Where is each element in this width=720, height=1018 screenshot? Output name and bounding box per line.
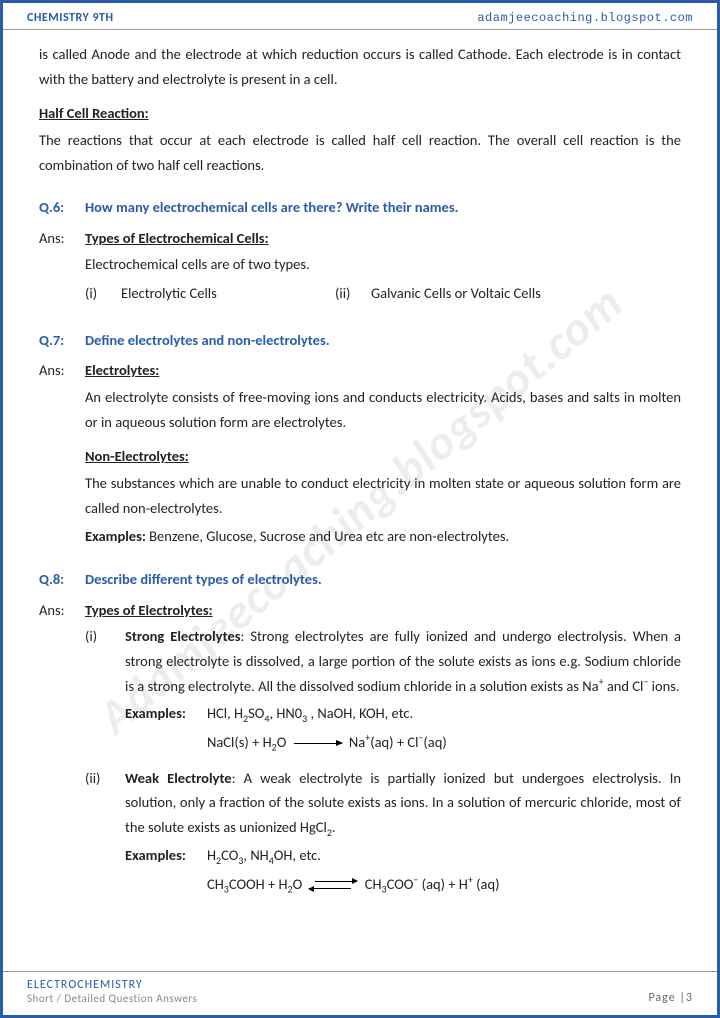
- q8-item2-text: Weak Electrolyte: A weak electrolyte is …: [125, 766, 681, 841]
- q7-examples: Examples: Benzene, Glucose, Sucrose and …: [85, 524, 681, 549]
- examples-label: Examples:: [125, 701, 207, 727]
- q7-ans: Ans: Electrolytes: An electrolyte consis…: [39, 358, 681, 548]
- header-subject: CHEMISTRY 9TH: [27, 11, 114, 25]
- ans-label: Ans:: [39, 226, 85, 310]
- q8-item2-ex-text: H2CO3, NH4OH, etc.: [207, 843, 321, 869]
- intro-para-1: is called Anode and the electrode at whi…: [39, 42, 681, 91]
- q6-row: Q.6: How many electrochemical cells are …: [39, 195, 681, 220]
- q8-text: Describe different types of electrolytes…: [85, 567, 322, 592]
- ans-label: Ans:: [39, 358, 85, 548]
- q6-text: How many electrochemical cells are there…: [85, 195, 458, 220]
- q8-label: Q.8:: [39, 567, 85, 592]
- q7-p1: An electrolyte consists of free-moving i…: [85, 385, 681, 434]
- page-footer: ELECTROCHEMISTRY Short / Detailed Questi…: [3, 971, 717, 1015]
- roman-i: (i): [85, 281, 121, 306]
- roman-i: (i): [85, 624, 125, 755]
- q8-item2-equation: CH3COOH + H2O CH3COO− (aq) + H+ (aq): [125, 871, 681, 898]
- q8-heading: Types of Electrolytes:: [85, 598, 681, 623]
- q7-sub1: Electrolytes:: [85, 358, 681, 383]
- examples-label: Examples:: [125, 843, 207, 869]
- page-content: is called Anode and the electrode at whi…: [3, 30, 717, 915]
- q8-item1-text: Strong Electrolytes: Strong electrolytes…: [125, 624, 681, 699]
- ans-label: Ans:: [39, 598, 85, 904]
- q8-item2-examples: Examples: H2CO3, NH4OH, etc.: [125, 843, 681, 869]
- q6-label: Q.6:: [39, 195, 85, 220]
- half-cell-heading: Half Cell Reaction:: [39, 101, 681, 126]
- q8-item1-ex-text: HCl, H2SO4, HN03 , NaOH, KOH, etc.: [207, 701, 413, 727]
- q7-text: Define electrolytes and non-electrolytes…: [85, 328, 330, 353]
- q7-examples-text: Benzene, Glucose, Sucrose and Urea etc a…: [149, 527, 509, 545]
- q7-p2: The substances which are unable to condu…: [85, 471, 681, 520]
- q8-ans: Ans: Types of Electrolytes: (i) Strong E…: [39, 598, 681, 904]
- footer-page: Page |3: [648, 991, 693, 1005]
- roman-ii: (ii): [85, 766, 125, 898]
- q7-row: Q.7: Define electrolytes and non-electro…: [39, 328, 681, 353]
- weak-title: Weak Electrolyte: [125, 769, 232, 787]
- q7-sub2: Non-Electrolytes:: [85, 444, 681, 469]
- q6-type2: Galvanic Cells or Voltaic Cells: [371, 281, 541, 306]
- q7-label: Q.7:: [39, 328, 85, 353]
- page-header: CHEMISTRY 9TH adamjeecoaching.blogspot.c…: [3, 3, 717, 30]
- q8-item1-examples: Examples: HCl, H2SO4, HN03 , NaOH, KOH, …: [125, 701, 681, 727]
- q6-subheading: Types of Electrochemical Cells:: [85, 226, 681, 251]
- q8-item1-equation: NaCl(s) + H2O Na+(aq) + Cl−(aq): [125, 729, 681, 756]
- q8-item2: (ii) Weak Electrolyte: A weak electrolyt…: [85, 766, 681, 898]
- footer-chapter: ELECTROCHEMISTRY: [27, 978, 197, 992]
- q6-types: (i) Electrolytic Cells (ii) Galvanic Cel…: [85, 281, 681, 306]
- footer-subtitle: Short / Detailed Question Answers: [27, 992, 197, 1005]
- q6-type1: Electrolytic Cells: [121, 281, 335, 306]
- q8-item1: (i) Strong Electrolytes: Strong electrol…: [85, 624, 681, 755]
- roman-ii: (ii): [335, 281, 371, 306]
- strong-title: Strong Electrolytes: [125, 627, 241, 645]
- q8-row: Q.8: Describe different types of electro…: [39, 567, 681, 592]
- half-cell-para: The reactions that occur at each electro…: [39, 128, 681, 177]
- examples-label: Examples:: [85, 527, 146, 545]
- header-url: adamjeecoaching.blogspot.com: [477, 11, 693, 25]
- q6-intro: Electrochemical cells are of two types.: [85, 252, 681, 277]
- document-page: Adamjeecoaching.blogspot.com CHEMISTRY 9…: [0, 0, 720, 1018]
- q6-ans: Ans: Types of Electrochemical Cells: Ele…: [39, 226, 681, 310]
